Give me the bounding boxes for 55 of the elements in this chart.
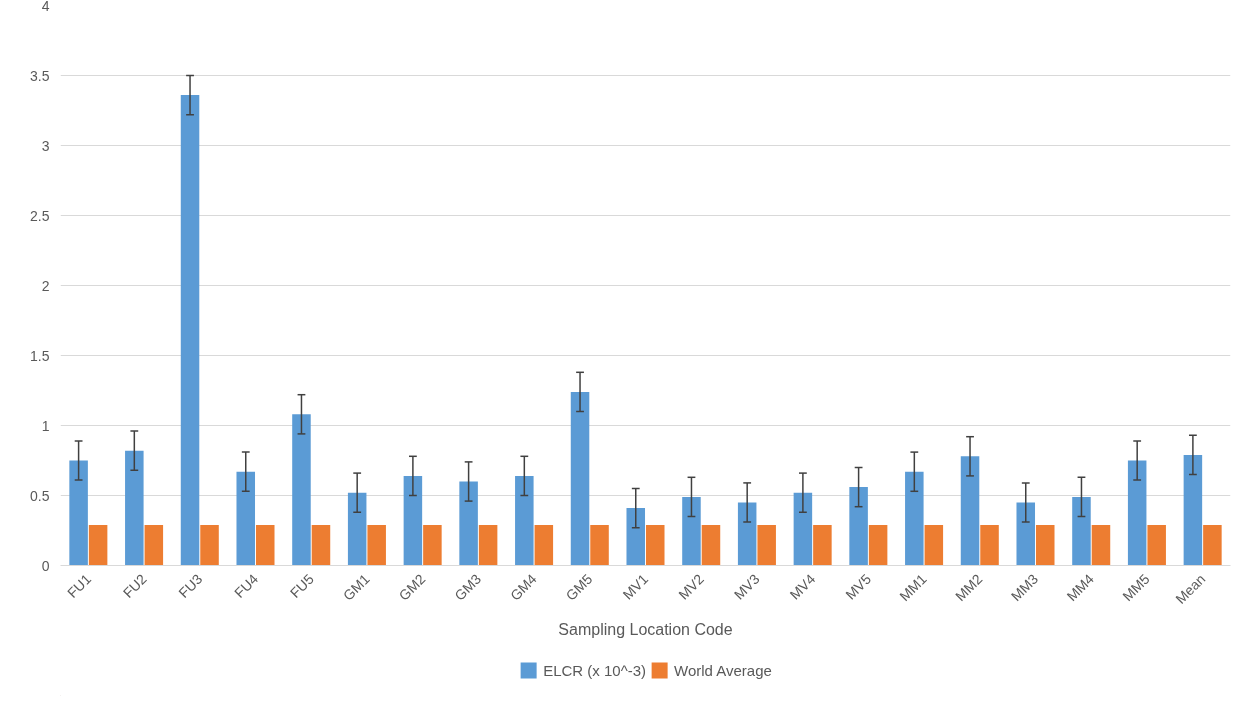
bar (236, 471, 256, 566)
bar (311, 524, 331, 566)
bar (1016, 502, 1036, 566)
bar (737, 502, 757, 566)
bar (960, 456, 980, 566)
bar (757, 524, 776, 566)
legend-label: ELCR (x 10^-3) (543, 661, 647, 679)
bar (1147, 524, 1166, 566)
x-tick-label: FU1 (64, 570, 95, 601)
bar (478, 524, 498, 566)
bar (1203, 524, 1222, 566)
bar (459, 481, 478, 566)
y-tick-label: 2.5 (30, 207, 50, 224)
bar (292, 414, 311, 566)
bar (849, 487, 868, 566)
bar (813, 524, 832, 566)
bar (1072, 496, 1091, 566)
bar (125, 450, 144, 566)
legend-label: World Average (674, 661, 772, 679)
bar (423, 524, 442, 566)
bar (980, 524, 999, 566)
bar (905, 471, 924, 566)
y-tick-label: 2 (41, 277, 50, 294)
bar (255, 524, 275, 566)
bar (645, 524, 665, 566)
bar (515, 475, 534, 566)
bar (626, 508, 646, 566)
bar (180, 95, 200, 566)
y-tick-label: 3 (41, 137, 50, 154)
y-tick-label: 0 (41, 557, 50, 574)
y-tick-label: 4 (41, 0, 50, 14)
x-axis-title: Sampling Location Code (558, 620, 733, 638)
y-tick-label: 3.5 (30, 67, 50, 84)
bar (403, 475, 423, 566)
bar (534, 524, 554, 566)
bar (570, 391, 590, 566)
bar (69, 460, 88, 566)
bar (924, 524, 944, 566)
bar (793, 492, 813, 566)
bar (1035, 524, 1055, 566)
bar (1183, 454, 1203, 566)
bar (347, 492, 367, 566)
y-tick-label: 0.5 (30, 487, 50, 504)
bar (1091, 524, 1111, 566)
bar (200, 524, 219, 566)
bar (701, 524, 721, 566)
bar (868, 524, 888, 566)
bar (1127, 460, 1147, 566)
bar (590, 524, 609, 566)
y-tick-label: 1 (41, 417, 50, 434)
y-tick-label: 1.5 (30, 347, 50, 364)
bar (144, 524, 164, 566)
bar (88, 524, 108, 566)
bar (367, 524, 386, 566)
bar (682, 496, 701, 566)
